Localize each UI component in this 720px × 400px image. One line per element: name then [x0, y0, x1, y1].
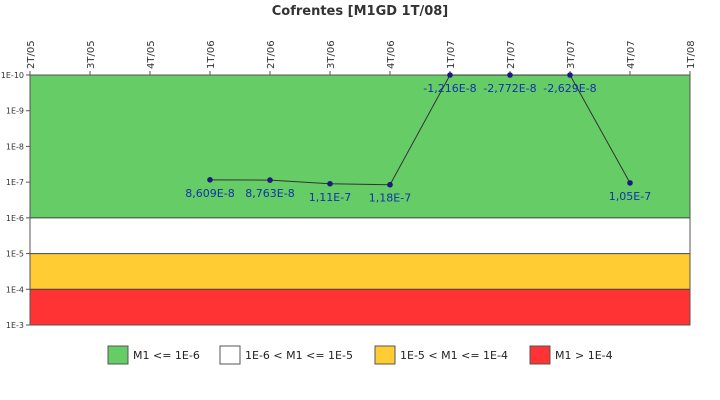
x-axis: 2T/05 3T/05 4T/05 1T/06 2T/06 3T/06 4T/06 1T/07…	[26, 40, 697, 75]
x-tick-label: 3T/07	[566, 40, 577, 69]
legend-swatch	[107, 345, 129, 365]
x-tick-label: 2T/06	[266, 40, 277, 69]
y-tick-label: 1E-10	[1, 71, 24, 80]
y-tick-label: 1E-8	[6, 142, 24, 151]
band-1	[30, 75, 690, 218]
band-layer	[29, 74, 691, 326]
band-4	[30, 289, 690, 325]
plot-frame	[29, 74, 691, 326]
data-point	[627, 180, 633, 186]
data-label: -2,629E-8	[543, 82, 596, 95]
data-label: -2,772E-8	[483, 82, 536, 95]
x-tick-label: 1T/06	[206, 40, 217, 69]
y-tick-label: 1E-6	[6, 214, 24, 223]
data-label: 1,05E-7	[609, 190, 651, 203]
y-tick-label: 1E-9	[6, 107, 24, 116]
data-point	[447, 72, 453, 78]
data-point	[507, 72, 513, 78]
data-label: 1,11E-7	[309, 191, 351, 204]
x-tick-label: 1T/07	[446, 40, 457, 69]
x-tick-label: 2T/07	[506, 40, 517, 69]
data-label: -1,216E-8	[423, 82, 476, 95]
y-tick-label: 1E-3	[6, 321, 24, 330]
x-tick-label: 3T/06	[326, 40, 337, 69]
data-point	[327, 180, 333, 187]
y-axis: 1E-10 1E-9 1E-8 1E-7 1E-6 1E-5 1E-4 1E-3	[1, 71, 30, 330]
legend: M1 <= 1E-6 1E-6 < M1 <= 1E-5 1E-5 < M1 <= …	[107, 345, 613, 365]
x-tick-label: 3T/05	[86, 40, 97, 69]
x-tick-label: 4T/07	[626, 40, 637, 69]
data-point	[207, 177, 213, 183]
legend-swatch	[219, 345, 241, 365]
y-tick-label: 1E-5	[6, 250, 24, 259]
data-point	[267, 177, 273, 183]
band-3	[30, 253, 690, 290]
legend-label: 1E-6 < M1 <= 1E-5	[245, 349, 353, 362]
legend-swatch	[374, 345, 396, 365]
y-tick-label: 1E-7	[6, 178, 24, 187]
x-tick-label: 4T/06	[386, 40, 397, 69]
chart-title: Cofrentes [M1GD 1T/08]	[272, 4, 449, 19]
data-label: 1,18E-7	[369, 192, 411, 205]
y-tick-label: 1E-4	[6, 285, 24, 294]
x-tick-label: 1T/08	[686, 40, 697, 69]
band-2	[30, 217, 690, 254]
series-line	[209, 74, 631, 186]
legend-label: M1 <= 1E-6	[133, 349, 200, 362]
legend-label: M1 > 1E-4	[555, 349, 613, 362]
legend-swatch	[529, 345, 551, 365]
data-point	[387, 181, 393, 188]
data-label: 8,763E-8	[245, 187, 294, 200]
x-tick-label: 2T/05	[26, 40, 37, 69]
series-layer: 8,609E-8 8,763E-8 1,11E-7 1,18E-7-1,216E-8-…	[185, 72, 651, 205]
data-point	[567, 72, 573, 78]
x-tick-label: 4T/05	[146, 40, 157, 69]
legend-label: 1E-5 < M1 <= 1E-4	[400, 349, 508, 362]
data-label: 8,609E-8	[185, 187, 234, 200]
